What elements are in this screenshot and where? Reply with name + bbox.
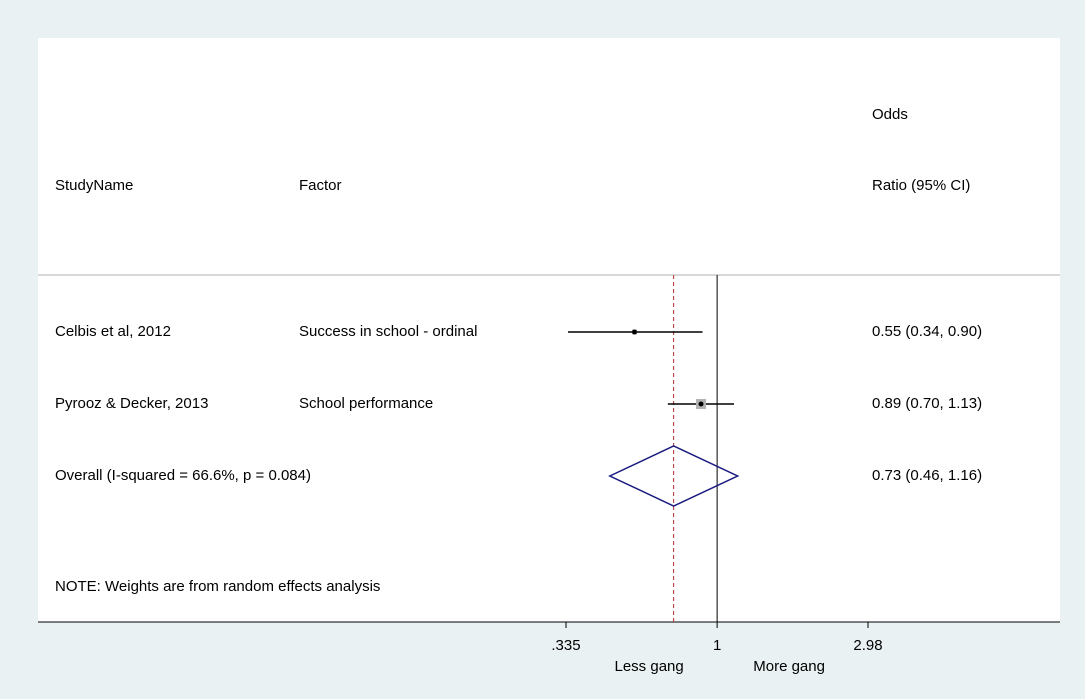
factor: Success in school - ordinal	[299, 323, 477, 340]
column-header: Ratio (95% CI)	[872, 177, 970, 194]
point-estimate	[698, 401, 704, 407]
column-header: StudyName	[55, 177, 133, 194]
study-name: Celbis et al, 2012	[55, 323, 171, 340]
column-header: Factor	[299, 177, 342, 194]
value-label: 0.89 (0.70, 1.13)	[872, 395, 982, 412]
note: NOTE: Weights are from random effects an…	[55, 578, 380, 595]
x-tick-label: 1	[713, 637, 721, 654]
factor: School performance	[299, 395, 433, 412]
value-label: 0.73 (0.46, 1.16)	[872, 467, 982, 484]
value-label: 0.55 (0.34, 0.90)	[872, 323, 982, 340]
plot-panel	[38, 38, 1060, 622]
overall-name: Overall (I-squared = 66.6%, p = 0.084)	[55, 467, 311, 484]
point-estimate	[632, 329, 638, 335]
study-name: Pyrooz & Decker, 2013	[55, 395, 208, 412]
x-tick-label: 2.98	[853, 637, 882, 654]
x-axis-label: More gang	[753, 658, 825, 675]
overall-diamond	[608, 445, 740, 507]
column-header: Odds	[872, 106, 908, 123]
x-axis-label: Less gang	[615, 658, 684, 675]
x-tick-label: .335	[551, 637, 580, 654]
